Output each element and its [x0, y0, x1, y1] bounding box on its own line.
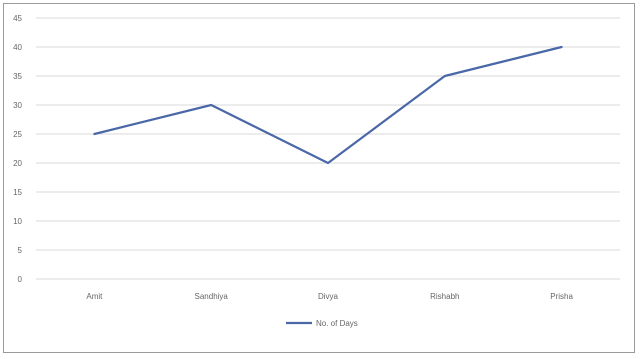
x-tick-label: Sandhiya — [195, 292, 229, 301]
x-tick-label: Rishabh — [430, 292, 459, 301]
y-axis-tick-labels: 0 5 10 15 20 25 30 35 40 45 — [13, 14, 22, 284]
gridlines — [36, 17, 620, 280]
x-axis-tick-labels: Amit Sandhiya Divya Rishabh Prisha — [86, 292, 573, 301]
y-tick-label: 40 — [13, 43, 22, 52]
x-tick-label: Divya — [318, 292, 339, 301]
y-tick-label: 45 — [13, 14, 22, 23]
x-tick-label: Prisha — [550, 292, 573, 301]
x-tick-label: Amit — [86, 292, 103, 301]
chart-frame — [3, 3, 635, 353]
y-tick-label: 5 — [18, 246, 23, 255]
y-tick-label: 35 — [13, 72, 22, 81]
series-lines — [93, 45, 563, 165]
y-tick-label: 0 — [18, 275, 23, 284]
y-tick-label: 20 — [13, 159, 22, 168]
series-line — [93, 45, 563, 165]
y-tick-label: 30 — [13, 101, 22, 110]
y-tick-label: 15 — [13, 188, 22, 197]
y-tick-label: 25 — [13, 130, 22, 139]
legend-label: No. of Days — [316, 319, 358, 328]
legend: No. of Days — [286, 319, 358, 328]
y-tick-label: 10 — [13, 217, 22, 226]
